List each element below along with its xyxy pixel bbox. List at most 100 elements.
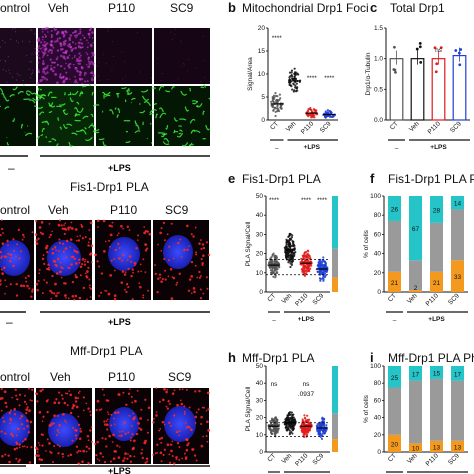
pla-dot — [205, 435, 208, 438]
pla-dot — [26, 446, 29, 448]
magenta-dot — [90, 60, 92, 63]
data-point — [309, 267, 312, 270]
pla-dot — [87, 241, 90, 244]
magenta-dot — [52, 26, 55, 30]
data-point — [271, 253, 274, 256]
pla-dot — [85, 275, 88, 278]
data-point — [288, 429, 291, 432]
pla-dot — [73, 249, 76, 253]
data-point — [302, 433, 305, 437]
magenta-dot — [65, 31, 68, 34]
pla-dot — [59, 270, 61, 273]
magenta-dot — [49, 49, 52, 51]
pla-dot — [118, 446, 121, 448]
pla-dot — [84, 272, 87, 275]
mito-strand — [143, 101, 151, 107]
pla-dot — [51, 230, 53, 233]
pla-dot — [192, 235, 195, 238]
magenta-dot — [79, 71, 83, 74]
data-point — [418, 45, 422, 49]
data-point — [303, 264, 307, 267]
y-axis-label: Signal/Area — [247, 57, 254, 91]
magenta-dot — [22, 79, 24, 82]
pla-dot — [168, 402, 171, 405]
pla-dot — [200, 247, 203, 250]
pla-dot — [4, 292, 6, 295]
magenta-dot — [204, 60, 206, 62]
data-point — [394, 70, 397, 74]
pla-dot — [193, 290, 196, 294]
magenta-dot — [29, 61, 31, 63]
pla-dot — [163, 257, 166, 261]
pla-dot — [103, 250, 106, 253]
minus-label: – — [275, 145, 279, 152]
mid-col-p110: P110 — [110, 203, 137, 217]
mito-strand — [29, 99, 36, 104]
y-tick-label: 60 — [374, 397, 382, 404]
pla-dot — [181, 388, 184, 390]
pla-dot — [97, 226, 99, 228]
pla-dot — [124, 452, 127, 456]
magenta-dot — [8, 69, 10, 71]
significance-label: **** — [317, 197, 328, 204]
magenta-dot — [88, 28, 92, 32]
pla-dot — [77, 239, 81, 242]
magenta-dot — [87, 42, 89, 44]
pla-dot — [1, 272, 4, 276]
stacked-segment — [408, 380, 423, 444]
magenta-dot — [45, 78, 49, 81]
panel-h: h Mff-Drp1 PLA 0 10 20 30 40 50 PLA Signal/Cell C… — [228, 350, 338, 473]
pla-dot — [112, 433, 115, 437]
data-point — [306, 414, 309, 417]
data-point — [306, 109, 310, 113]
magenta-dot — [7, 55, 9, 58]
pla-dot — [66, 392, 69, 395]
data-point — [291, 425, 294, 428]
panel-title-h: Mff-Drp1 PLA — [242, 351, 314, 365]
mito-strand — [162, 141, 170, 146]
panel-title-c: Total Drp1 — [390, 1, 445, 15]
pla-dot — [21, 238, 24, 241]
pla-dot — [130, 425, 133, 427]
magenta-dot — [31, 61, 33, 63]
pla-dot — [141, 448, 144, 451]
data-point — [272, 106, 275, 109]
pla-dot — [80, 223, 83, 226]
mito-strand — [91, 91, 94, 96]
bottom-segment-label: 33 — [454, 274, 462, 281]
pla-dot — [0, 279, 2, 283]
data-point — [273, 254, 277, 257]
significance-label: **** — [301, 197, 312, 204]
mito-strand — [189, 118, 196, 124]
data-point — [274, 416, 277, 419]
pla-dot — [75, 262, 78, 265]
magenta-dot — [55, 58, 58, 61]
pla-dot — [96, 440, 99, 444]
magenta-dot — [74, 54, 76, 57]
pla-dot — [168, 421, 171, 425]
pla-dot — [14, 388, 17, 391]
data-point — [328, 109, 331, 113]
pla-dot — [5, 285, 8, 288]
mito-strand — [188, 144, 194, 147]
pla-dot — [69, 246, 72, 248]
mito-strand — [176, 132, 184, 138]
pla-dot — [96, 399, 100, 403]
magenta-dot — [60, 54, 63, 58]
pla-dot — [10, 256, 12, 259]
data-point — [319, 435, 322, 438]
pla-dot — [195, 251, 197, 254]
pla-dot — [128, 414, 131, 417]
bar — [389, 58, 404, 121]
data-point — [280, 107, 283, 110]
pla-dot — [0, 256, 3, 260]
data-point — [288, 424, 292, 428]
data-point — [290, 263, 294, 266]
pla-dot — [73, 404, 76, 407]
pla-dot — [3, 432, 6, 435]
pla-dot — [161, 420, 165, 424]
mito-strand — [141, 89, 149, 93]
pla-dot — [183, 410, 186, 413]
data-point — [289, 413, 292, 416]
minus-label: – — [272, 317, 276, 324]
